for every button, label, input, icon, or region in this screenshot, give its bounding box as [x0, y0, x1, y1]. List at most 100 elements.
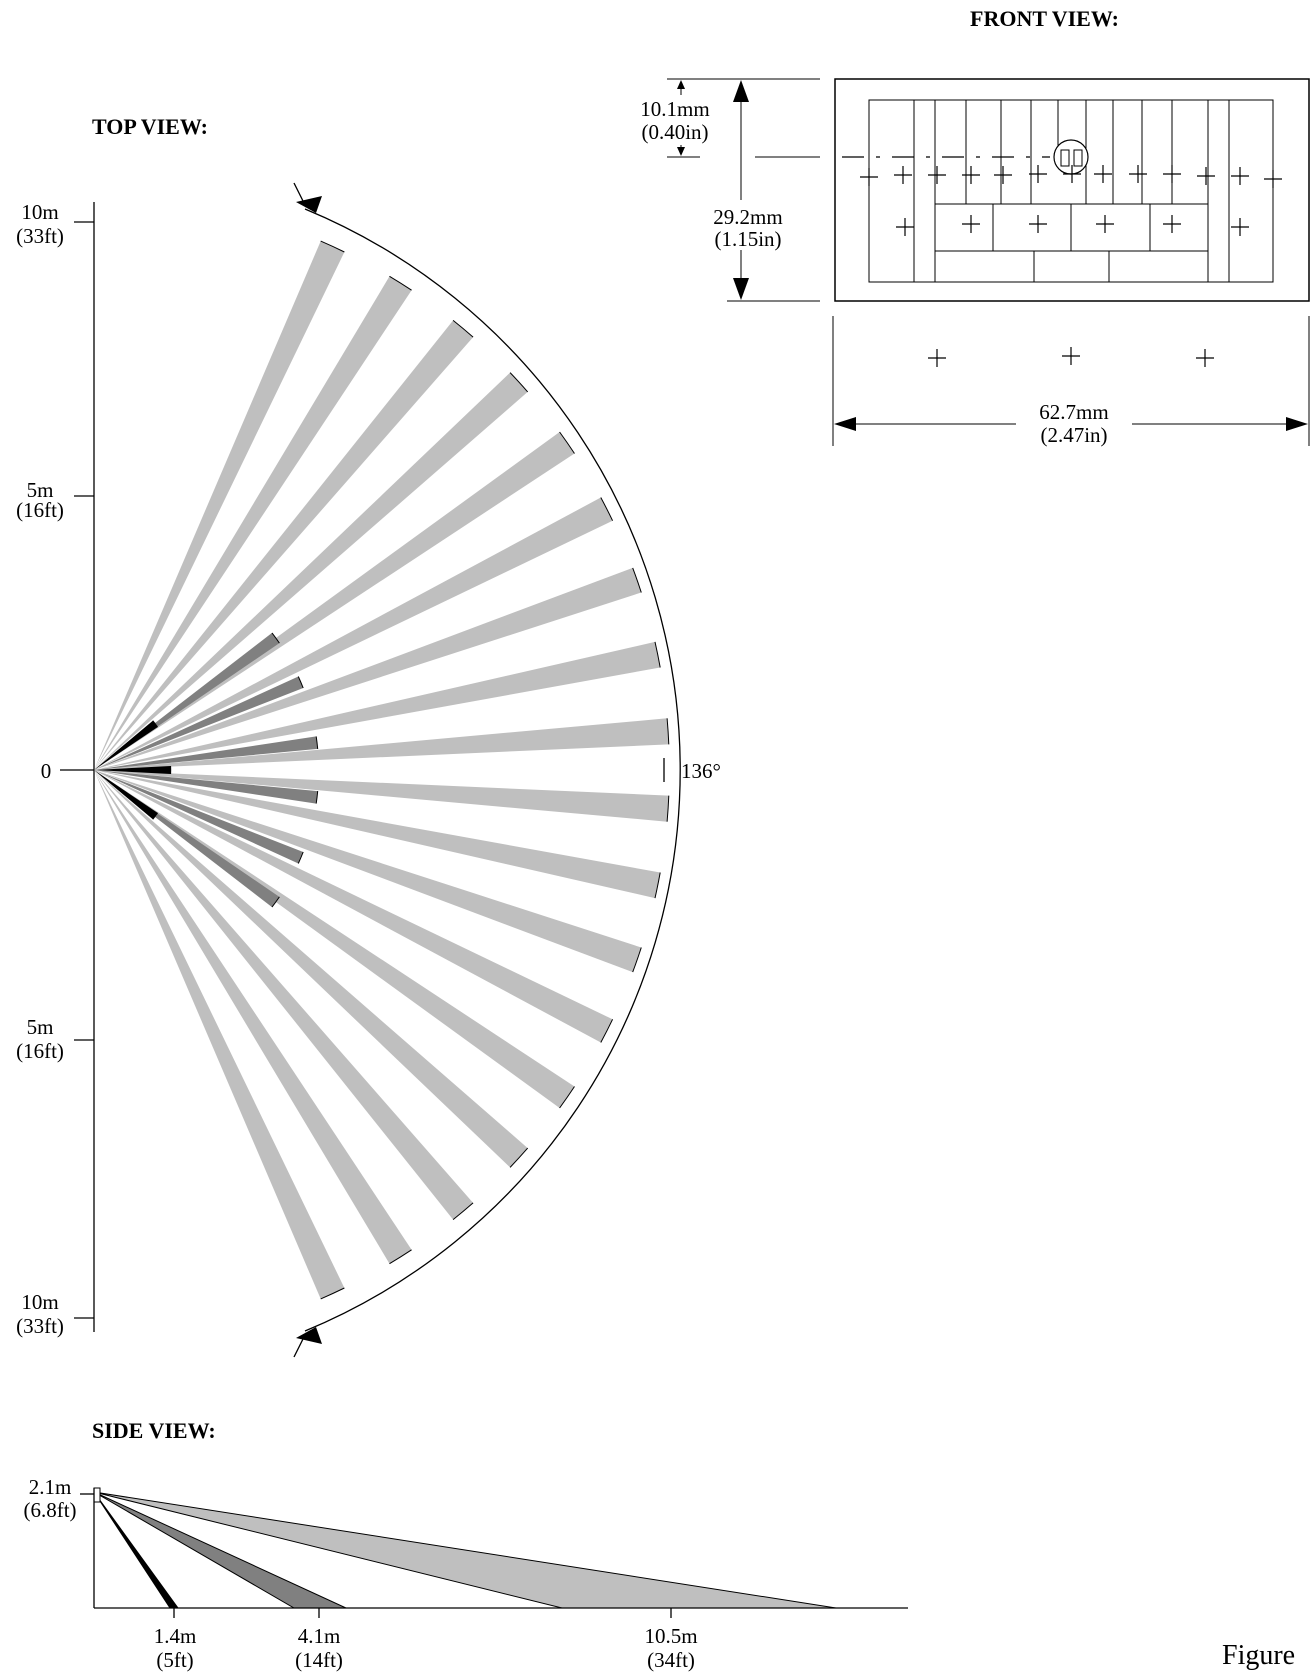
long-zone-16 [94, 770, 474, 1220]
long-zone-18-cap [320, 1287, 345, 1300]
angle-arc [293, 182, 681, 1358]
long-zone-17 [94, 770, 412, 1264]
front-view-dimensions [667, 78, 1310, 446]
long-zone-7-cap [632, 567, 642, 593]
long-zone-13-cap [600, 1019, 614, 1043]
plus-mark-17 [1096, 215, 1114, 233]
tick-label-bottom-5m: 5m [27, 1015, 54, 1039]
near-zone-2 [94, 766, 171, 774]
side-distance-far-m: 10.5m [644, 1624, 697, 1648]
front-view-heading: FRONT VIEW: [970, 6, 1119, 31]
long-zone-9-cap [666, 718, 670, 745]
mid-zone-6-cap [271, 896, 280, 908]
tick-label-top-5m-ft: (16ft) [16, 498, 64, 522]
plus-mark-7 [1063, 165, 1081, 183]
plus-mark-21 [1062, 347, 1080, 365]
plus-mark-22 [1196, 349, 1214, 367]
near-zone-3-cap [152, 812, 159, 820]
long-zone-12 [94, 770, 642, 973]
mid-zone-1-cap [271, 632, 280, 644]
tick-label-bottom-10m-ft: (33ft) [16, 1314, 64, 1338]
long-zone-15 [94, 770, 528, 1168]
plus-mark-8 [1094, 165, 1112, 183]
long-zone-14-cap [559, 1086, 575, 1109]
plus-mark-16 [1029, 215, 1047, 233]
angle-label: 136° [681, 759, 721, 783]
side-distance-far-ft: (34ft) [647, 1648, 695, 1672]
plus-mark-20 [928, 349, 946, 367]
long-zone-8 [94, 641, 661, 770]
plus-mark-18 [1163, 215, 1181, 233]
mid-zone-4 [94, 770, 318, 804]
side-distance-near-m: 1.4m [154, 1624, 197, 1648]
plus-mark-14 [896, 218, 914, 236]
arc-arrow-top [296, 196, 322, 213]
top-view-axis [60, 202, 95, 1332]
long-zone-6 [94, 497, 613, 770]
mid-zone-5-cap [297, 851, 304, 864]
side-distance-mid-m: 4.1m [298, 1624, 341, 1648]
near-zone-3 [94, 770, 158, 820]
dim-width-in: (2.47in) [1040, 423, 1107, 447]
mid-zone-4-cap [315, 791, 319, 804]
dim-height-top-mm: 10.1mm [640, 97, 709, 121]
long-zone-17-cap [389, 1249, 412, 1265]
side-mount-height-m: 2.1m [29, 1475, 72, 1499]
plus-mark-19 [1231, 218, 1249, 236]
long-zone-3 [94, 320, 474, 770]
figure-caption: Figure [1222, 1640, 1295, 1671]
long-zone-2-cap [389, 275, 412, 291]
long-zone-9 [94, 718, 669, 770]
near-range-zones [94, 720, 172, 820]
long-zone-18 [94, 770, 345, 1299]
long-zone-4-cap [509, 372, 529, 393]
front-view-drawing [834, 78, 1310, 367]
tick-label-bottom-5m-ft: (16ft) [16, 1039, 64, 1063]
plus-mark-1 [860, 168, 878, 186]
near-zone-1 [94, 720, 158, 770]
tick-label-top-10m: 10m [21, 200, 58, 224]
long-zone-2 [94, 276, 412, 770]
near-zone-1-cap [152, 720, 159, 728]
plus-mark-3 [928, 166, 946, 184]
top-view-tick-labels: 10m (33ft) 5m (16ft) 0 5m (16ft) 10m (33… [16, 200, 64, 1338]
side-distance-mid-ft: (14ft) [295, 1648, 343, 1672]
side-sensor [93, 1487, 101, 1503]
long-zone-8-cap [654, 641, 661, 668]
mid-zone-3-cap [315, 736, 319, 749]
dim-height-total-in: (1.15in) [714, 227, 781, 251]
plus-mark-6 [1029, 165, 1047, 183]
dim-height-total-mm: 29.2mm [713, 205, 782, 229]
mid-zone-3 [94, 736, 318, 770]
long-zone-16-cap [452, 1202, 474, 1220]
sensor-outer-frame [834, 78, 1310, 302]
mid-zone-5 [94, 770, 304, 864]
arc-arrow-bottom [296, 1327, 322, 1344]
long-zone-10 [94, 770, 669, 822]
long-zone-6-cap [600, 497, 614, 521]
dim-width-mm: 62.7mm [1039, 400, 1108, 424]
dim-height-top-in: (0.40in) [641, 120, 708, 144]
plus-mark-11 [1197, 167, 1215, 185]
mid-zone-2 [94, 676, 304, 770]
long-zone-4 [94, 372, 528, 770]
lens-center-marks [860, 165, 1282, 367]
long-zone-12-cap [632, 947, 642, 973]
lens-frame [868, 99, 1274, 283]
plus-mark-2 [894, 166, 912, 184]
dimension-arrows [677, 80, 1308, 431]
long-zone-1-cap [320, 240, 345, 253]
long-zone-7 [94, 567, 642, 770]
tick-label-top-10m-ft: (33ft) [16, 224, 64, 248]
tick-label-top-5m: 5m [27, 478, 54, 502]
plus-mark-4 [962, 166, 980, 184]
plus-mark-15 [962, 215, 980, 233]
side-distance-near-ft: (5ft) [156, 1648, 193, 1672]
long-zone-10-cap [666, 795, 670, 822]
tick-label-bottom-10m: 10m [21, 1290, 58, 1314]
side-mount-height-ft: (6.8ft) [23, 1498, 76, 1522]
plus-mark-9 [1129, 165, 1147, 183]
plus-mark-5 [994, 166, 1012, 184]
side-view-drawing [80, 1487, 908, 1618]
